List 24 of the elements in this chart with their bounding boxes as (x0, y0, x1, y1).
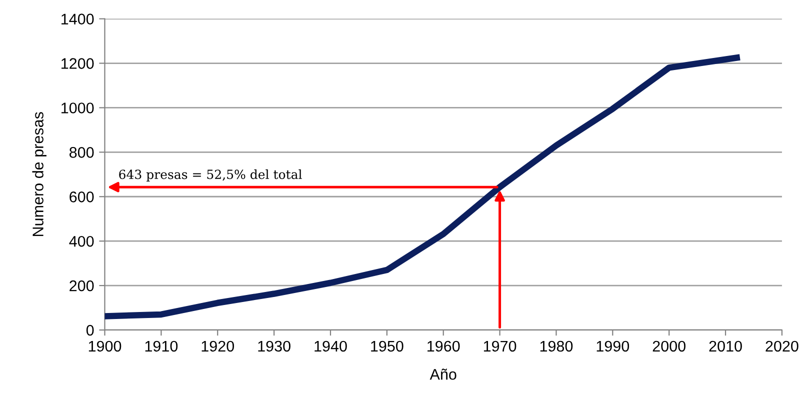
y-tick-label: 600 (70, 191, 94, 202)
x-tick-label: 1980 (540, 340, 573, 352)
y-tick-label: 1200 (62, 58, 94, 69)
x-tick-label: 1990 (596, 340, 630, 352)
y-tick-label: 200 (70, 280, 94, 292)
x-tick-label: 2010 (709, 340, 742, 352)
x-tick-label: 2000 (652, 340, 686, 352)
x-axis-title: Año (430, 368, 456, 380)
annotation: 643 presas = 52,5% del total (119, 169, 302, 182)
x-tick-label: 1940 (314, 340, 347, 352)
x-tick-label: 1920 (202, 340, 234, 352)
y-tick-label: 1400 (62, 14, 94, 24)
x-tick-label: 1930 (258, 340, 290, 352)
x-tick-label: 1960 (428, 340, 460, 352)
y-tick-label: 400 (69, 236, 94, 247)
y-axis-title: Numero de presas (32, 112, 46, 236)
x-tick-label: 1950 (371, 340, 404, 352)
y-tick-label: 800 (70, 147, 94, 158)
y-tick-label: 0 (86, 324, 94, 336)
x-tick-label: 2020 (766, 340, 798, 352)
x-tick-label: 1910 (145, 340, 178, 352)
x-tick-label: 1900 (88, 340, 122, 352)
x-tick-label: 1970 (484, 340, 516, 352)
y-tick-label: 1000 (62, 102, 94, 114)
